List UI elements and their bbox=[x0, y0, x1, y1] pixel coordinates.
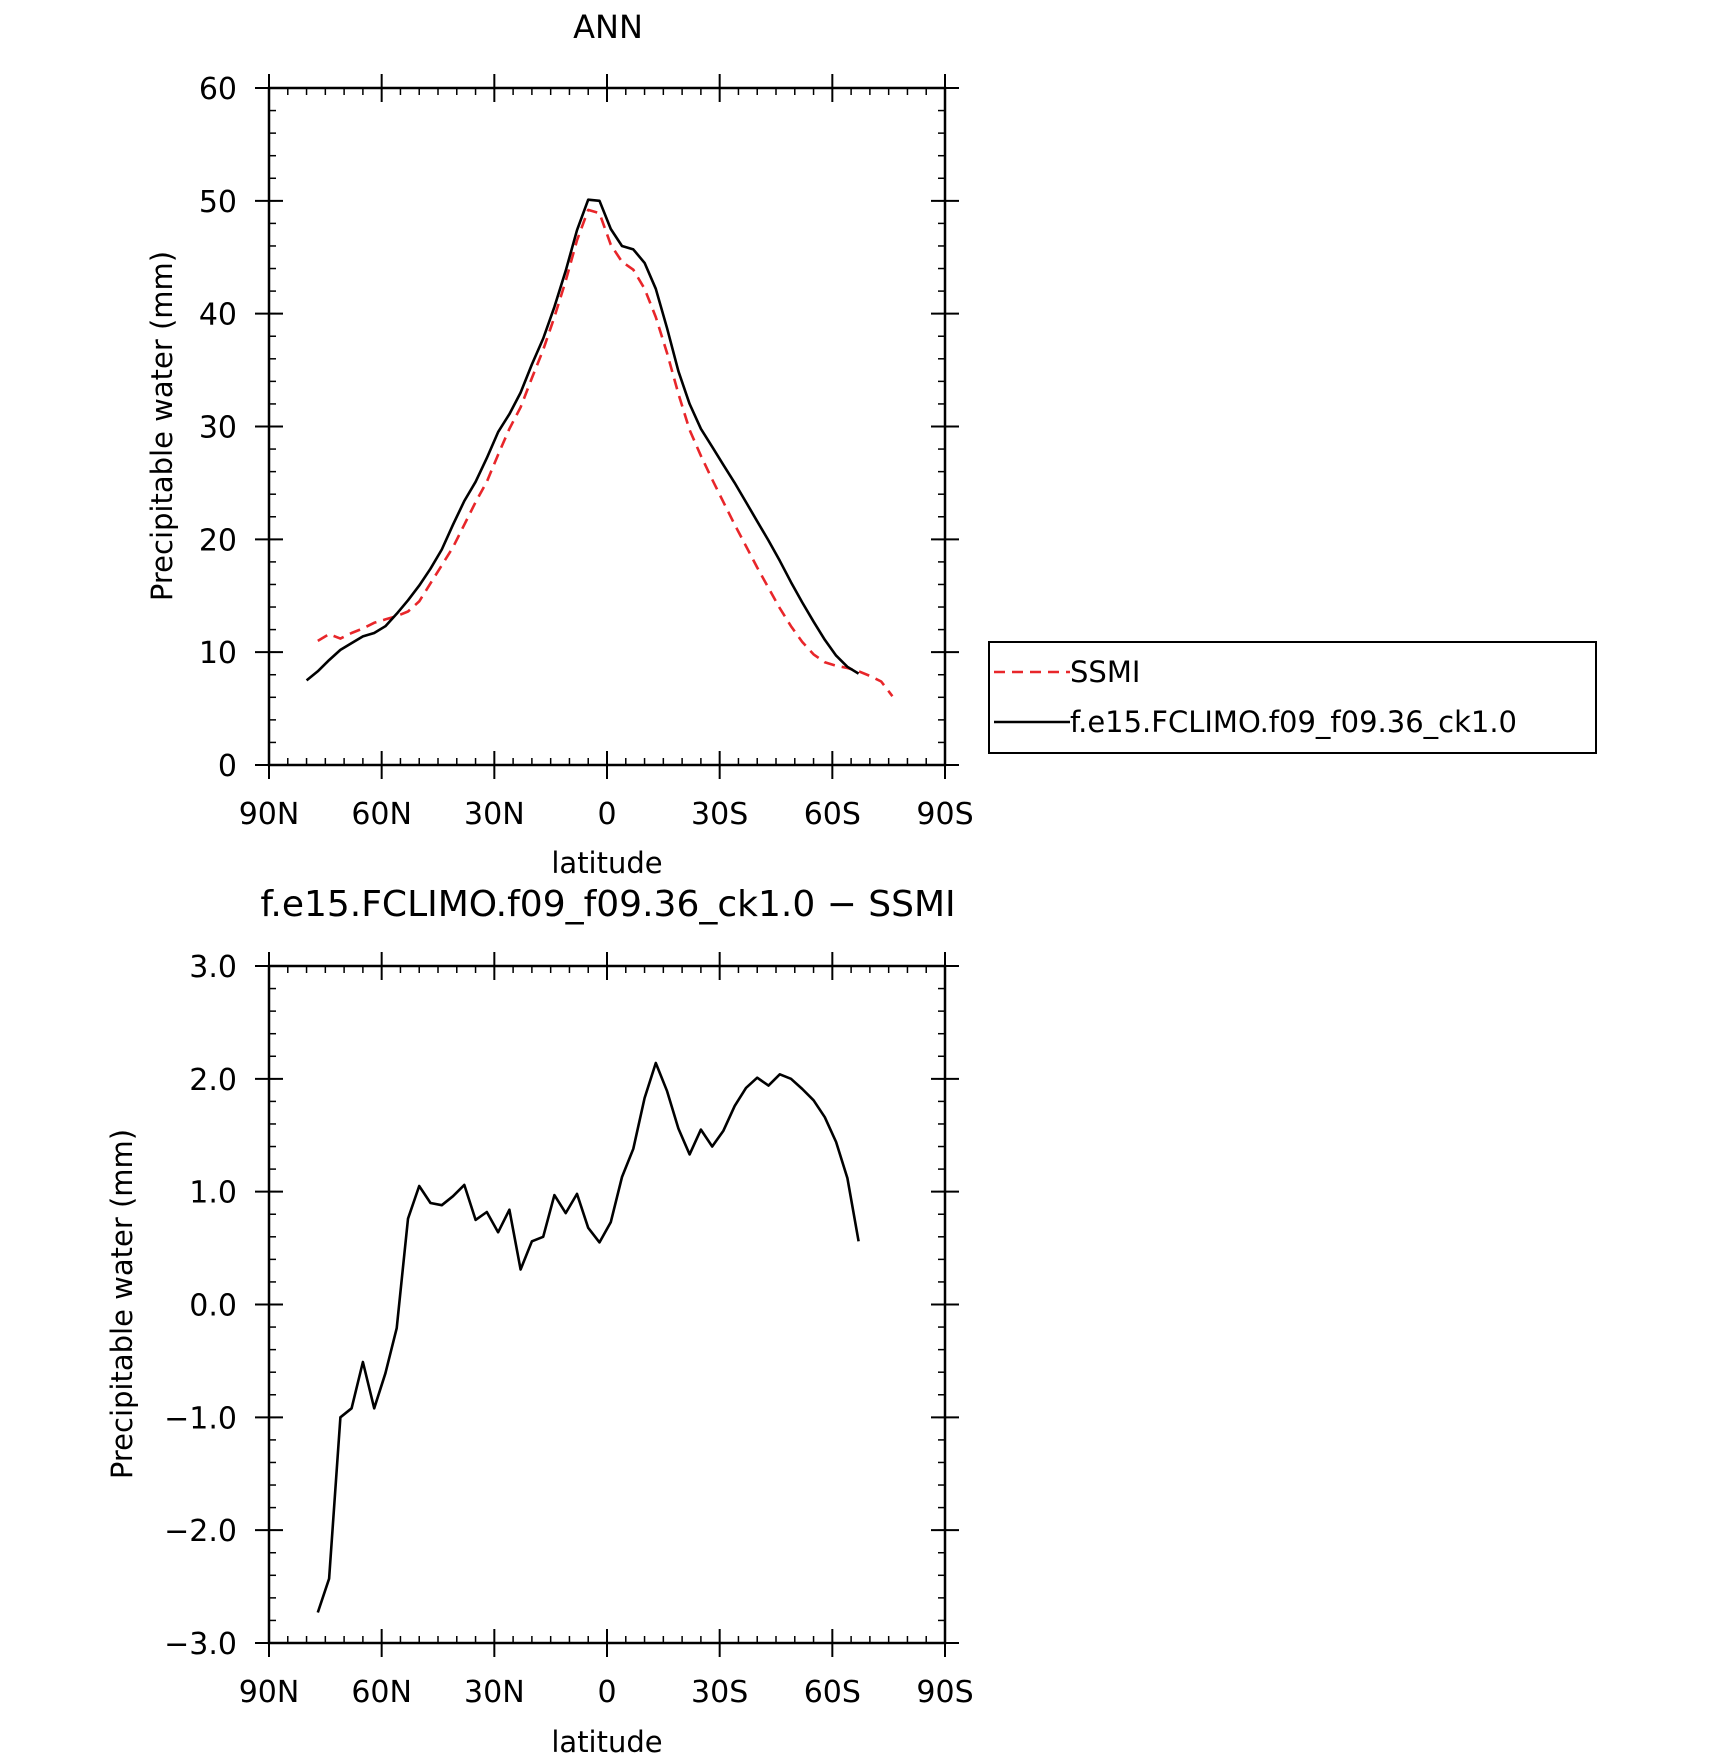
bottom-series-lines bbox=[316, 1061, 860, 1613]
legend-entry-ssmi: SSMI bbox=[1070, 655, 1140, 689]
top-chart-panel: ANN 0 10 20 30 40 50 60 90N 60N 30N 0 30S 60S 90S la… bbox=[145, 8, 1597, 880]
bottom-y-axis-label: Precipitable water (mm) bbox=[105, 1129, 139, 1479]
bottom-chart-panel: f.e15.FCLIMO.f09_f09.36_ck1.0 − SSMI −3.… bbox=[105, 884, 974, 1759]
legend-entry-model: f.e15.FCLIMO.f09_f09.36_ck1.0 bbox=[1070, 705, 1517, 739]
bottom-chart-title: f.e15.FCLIMO.f09_f09.36_ck1.0 − SSMI bbox=[260, 884, 955, 925]
x-tick-label: 0 bbox=[597, 1675, 616, 1710]
x-tick-label: 30S bbox=[691, 797, 748, 832]
top-y-tick-labels: 0 10 20 30 40 50 60 bbox=[199, 72, 237, 784]
y-tick-label: 60 bbox=[199, 72, 237, 107]
x-tick-label: 60N bbox=[351, 1675, 412, 1710]
top-x-tick-labels: 90N 60N 30N 0 30S 60S 90S bbox=[239, 797, 974, 832]
legend-box bbox=[988, 641, 1597, 754]
top-y-axis-label: Precipitable water (mm) bbox=[145, 251, 179, 601]
x-tick-label: 60S bbox=[804, 797, 861, 832]
top-chart-title: ANN bbox=[573, 8, 643, 46]
y-tick-label: 30 bbox=[199, 411, 237, 446]
top-axis-ticks bbox=[255, 74, 959, 779]
x-tick-label: 90N bbox=[239, 1675, 300, 1710]
series-line-0 bbox=[316, 1061, 860, 1613]
x-tick-label: 90S bbox=[916, 1675, 973, 1710]
y-tick-label: 2.0 bbox=[189, 1063, 237, 1098]
y-tick-label: 3.0 bbox=[189, 950, 237, 985]
bottom-x-tick-labels: 90N 60N 30N 0 30S 60S 90S bbox=[239, 1675, 974, 1710]
y-tick-label: 20 bbox=[199, 523, 237, 558]
y-tick-label: 50 bbox=[199, 185, 237, 220]
y-tick-label: −2.0 bbox=[164, 1514, 237, 1549]
x-tick-label: 60N bbox=[351, 797, 412, 832]
x-tick-label: 0 bbox=[597, 797, 616, 832]
x-tick-label: 30N bbox=[464, 1675, 525, 1710]
bottom-x-axis-label: latitude bbox=[551, 1725, 662, 1759]
top-series-lines bbox=[305, 198, 894, 697]
bottom-y-tick-labels: −3.0 −2.0 −1.0 0.0 1.0 2.0 3.0 bbox=[164, 950, 237, 1662]
y-tick-label: 0 bbox=[218, 749, 237, 784]
y-tick-label: −1.0 bbox=[164, 1401, 237, 1436]
y-tick-label: 40 bbox=[199, 298, 237, 333]
series-line-1 bbox=[305, 198, 860, 682]
legend: SSMI f.e15.FCLIMO.f09_f09.36_ck1.0 bbox=[988, 641, 1597, 754]
y-tick-label: 1.0 bbox=[189, 1176, 237, 1211]
y-tick-label: −3.0 bbox=[164, 1627, 237, 1662]
bottom-axis-ticks bbox=[255, 952, 959, 1657]
x-tick-label: 30N bbox=[464, 797, 525, 832]
y-tick-label: 0.0 bbox=[189, 1289, 237, 1324]
x-tick-label: 30S bbox=[691, 1675, 748, 1710]
y-tick-label: 10 bbox=[199, 636, 237, 671]
x-tick-label: 90S bbox=[916, 797, 973, 832]
top-x-axis-label: latitude bbox=[551, 846, 662, 880]
x-tick-label: 60S bbox=[804, 1675, 861, 1710]
x-tick-label: 90N bbox=[239, 797, 300, 832]
